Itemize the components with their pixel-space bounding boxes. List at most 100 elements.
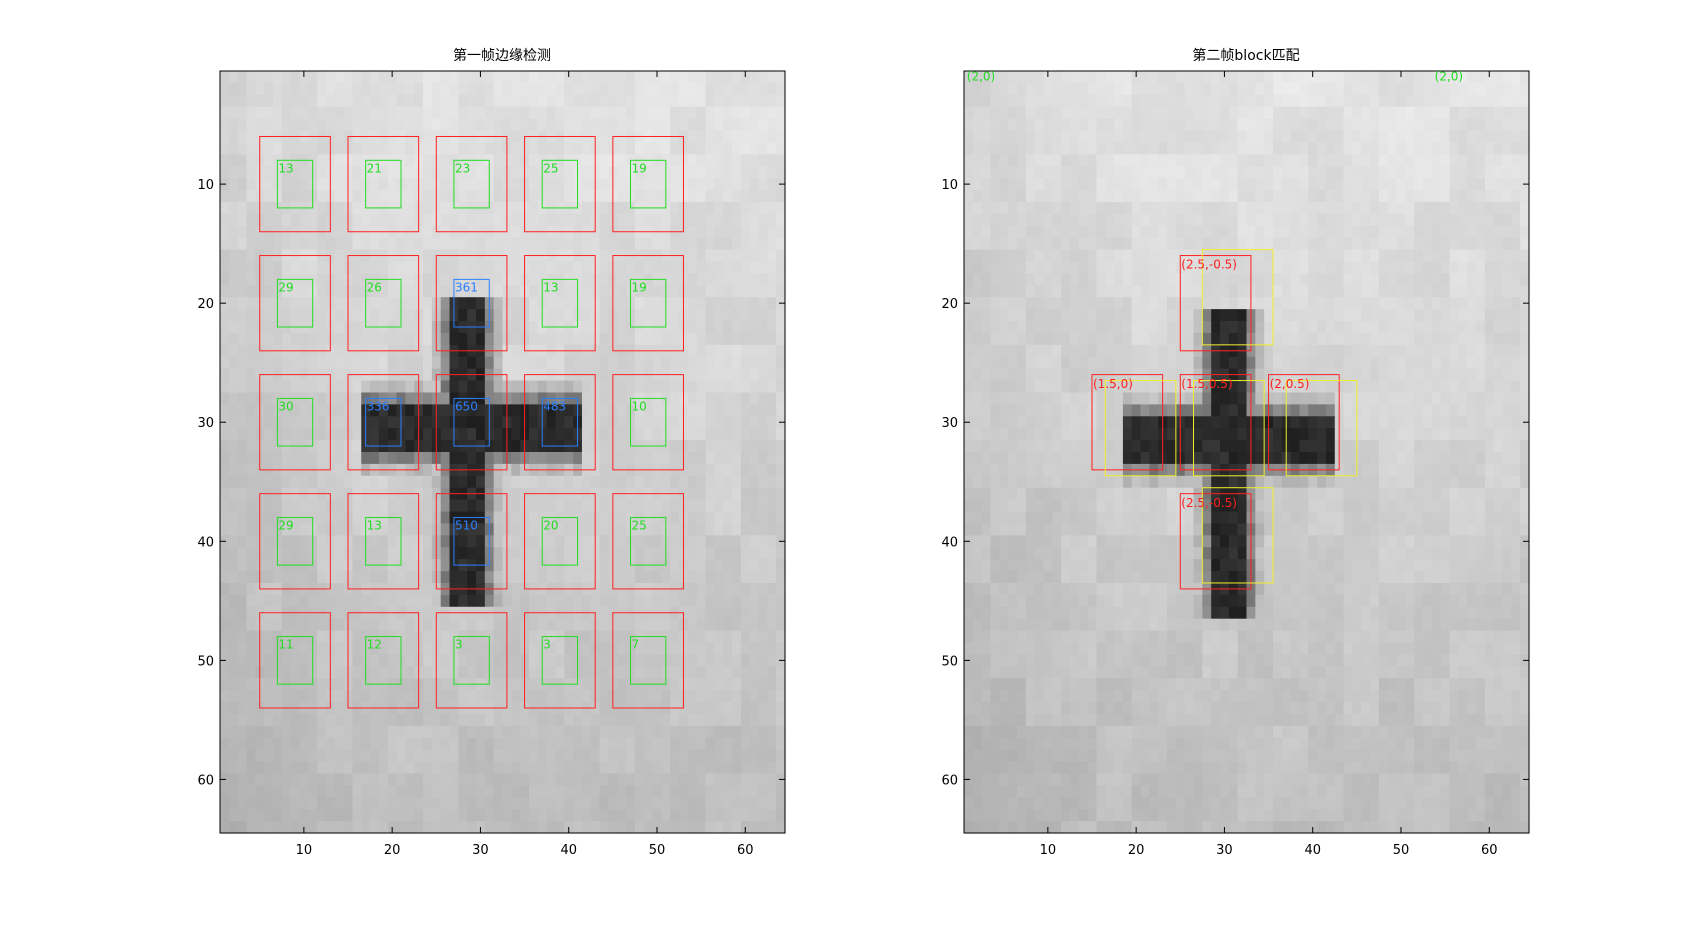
edge-block <box>453 397 490 447</box>
edge-block <box>630 636 667 685</box>
right-image-pixels <box>964 71 1530 834</box>
x-tick-label: 50 <box>649 843 666 858</box>
edge-score-label: 13 <box>278 161 293 175</box>
edge-score-label: 3 <box>543 638 551 652</box>
search-block <box>524 135 596 233</box>
corner-vector-label: (2,0) <box>967 70 995 84</box>
edge-block <box>276 516 314 566</box>
x-tick-label: 10 <box>296 843 313 858</box>
edge-score-label: 11 <box>278 638 293 652</box>
search-block <box>435 612 508 709</box>
edge-score-label: 10 <box>632 399 647 413</box>
x-tick-label: 10 <box>1040 843 1057 858</box>
edge-block <box>541 278 579 328</box>
edge-score-label: 650 <box>455 399 478 413</box>
search-block <box>259 135 331 233</box>
search-block <box>612 374 684 471</box>
matched-block <box>1091 374 1164 471</box>
motion-vector-label: (2.5,-0.5) <box>1181 258 1237 272</box>
edge-block <box>630 516 667 566</box>
edge-score-label: 21 <box>367 161 382 175</box>
match-candidate-block <box>1193 380 1265 477</box>
y-tick-label: 20 <box>197 297 214 312</box>
edge-block <box>630 397 667 447</box>
search-block <box>612 493 684 590</box>
edge-block <box>365 159 402 209</box>
search-block <box>259 612 331 709</box>
left-axes-box <box>219 70 786 834</box>
edge-score-label: 483 <box>543 399 566 413</box>
matched-block <box>1179 255 1252 352</box>
edge-score-label: 361 <box>455 280 478 294</box>
edge-score-label: 3 <box>455 638 463 652</box>
edge-block <box>541 516 579 566</box>
left-plot-panel: 第一帧边缘检测 10 20 30 40 50 60 10 20 30 40 50 60 13 21 23 25… <box>197 47 786 858</box>
matched-block <box>1179 493 1252 590</box>
left-plot-title: 第一帧边缘检测 <box>453 47 551 64</box>
edge-block <box>276 159 314 209</box>
search-block <box>524 255 596 352</box>
search-block <box>612 255 684 352</box>
edge-score-label: 30 <box>278 399 293 413</box>
edge-score-label: 13 <box>367 518 382 532</box>
edge-block <box>365 516 402 566</box>
motion-vector-label: (2,0.5) <box>1270 377 1310 391</box>
y-tick-label: 60 <box>941 773 958 788</box>
y-tick-label: 10 <box>941 178 958 193</box>
matched-block <box>1179 374 1252 471</box>
match-candidate-block <box>1201 487 1274 584</box>
motion-vector-label: (2.5,-0.5) <box>1181 496 1237 510</box>
edge-block <box>630 159 667 209</box>
search-block <box>347 612 420 709</box>
y-tick-label: 30 <box>941 416 958 431</box>
edge-block <box>276 636 314 685</box>
search-block <box>524 493 596 590</box>
match-candidate-block <box>1201 249 1274 346</box>
edge-score-label: 336 <box>367 399 390 413</box>
search-block <box>347 493 420 590</box>
edge-block <box>453 278 490 328</box>
x-tick-label: 40 <box>1304 843 1321 858</box>
y-tick-label: 50 <box>941 654 958 669</box>
x-tick-label: 20 <box>1128 843 1145 858</box>
edge-block <box>365 636 402 685</box>
x-tick-label: 60 <box>1481 843 1498 858</box>
edge-block <box>365 397 402 447</box>
edge-score-label: 510 <box>455 518 478 532</box>
search-block <box>435 255 508 352</box>
search-block <box>347 374 420 471</box>
edge-score-label: 7 <box>632 638 640 652</box>
edge-score-label: 20 <box>543 518 558 532</box>
x-tick-label: 40 <box>560 843 577 858</box>
motion-vector-label: (1.5,0.5) <box>1181 377 1232 391</box>
search-block <box>435 493 508 590</box>
edge-block <box>453 636 490 685</box>
edge-block <box>630 278 667 328</box>
motion-vector-label: (1.5,0) <box>1093 377 1133 391</box>
edge-score-label: 19 <box>632 280 647 294</box>
search-block <box>259 493 331 590</box>
corner-vector-label: (2,0) <box>1435 70 1463 84</box>
right-plot-title: 第二帧block匹配 <box>1192 47 1299 64</box>
edge-score-label: 25 <box>543 161 558 175</box>
match-candidate-block <box>1104 380 1177 477</box>
edge-block <box>365 278 402 328</box>
right-plot-panel: 第二帧block匹配 10 20 30 40 50 60 10 20 30 40 50 60 (2.5,… <box>941 47 1530 858</box>
search-block <box>435 374 508 471</box>
search-block <box>259 255 331 352</box>
search-block <box>524 612 596 709</box>
x-tick-label: 20 <box>384 843 401 858</box>
y-tick-label: 40 <box>941 535 958 550</box>
edge-block <box>276 278 314 328</box>
edge-score-label: 29 <box>278 518 293 532</box>
search-block <box>612 135 684 233</box>
edge-score-label: 26 <box>367 280 382 294</box>
edge-block <box>453 159 490 209</box>
edge-block <box>453 516 490 566</box>
edge-score-label: 12 <box>367 638 382 652</box>
x-tick-label: 50 <box>1393 843 1410 858</box>
search-block <box>435 135 508 233</box>
matched-block <box>1268 374 1340 471</box>
edge-block <box>541 397 579 447</box>
